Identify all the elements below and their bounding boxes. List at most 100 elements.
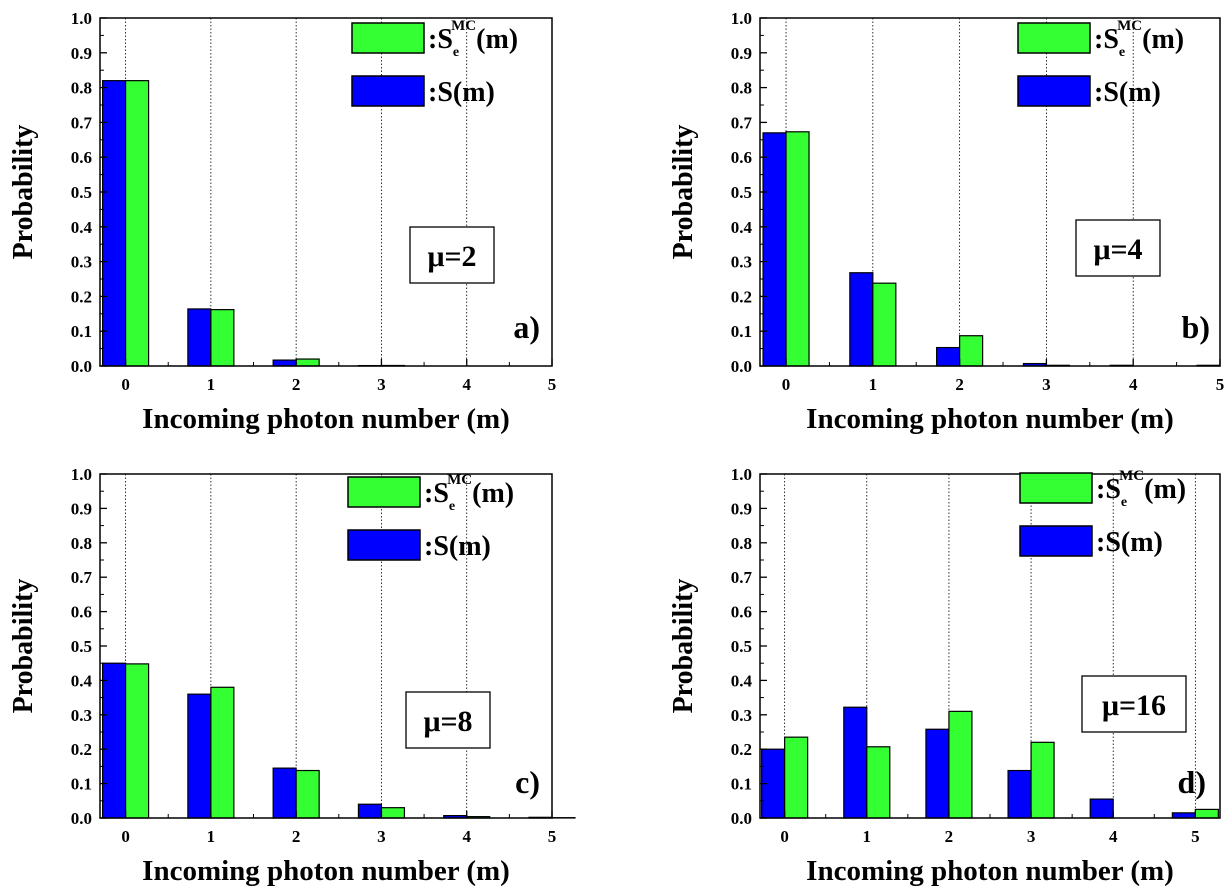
annotation-box bbox=[1075, 219, 1161, 277]
bar-green bbox=[1030, 741, 1055, 819]
annotation-mu: μ=4 bbox=[1093, 233, 1142, 266]
y-tick-label: 0.9 bbox=[731, 499, 752, 518]
y-tick-label: 0.9 bbox=[71, 44, 92, 63]
legend-swatch-green bbox=[351, 22, 425, 54]
y-tick-label: 0.7 bbox=[731, 113, 753, 132]
y-tick-label: 0.0 bbox=[71, 357, 92, 376]
legend-suffix: (m) bbox=[476, 24, 518, 55]
legend-prefix: : bbox=[428, 24, 437, 55]
x-tick-label: 3 bbox=[1042, 375, 1051, 394]
x-axis-label: Incoming photon number (m) bbox=[806, 855, 1174, 887]
legend-swatch-blue bbox=[1017, 75, 1091, 107]
x-tick-label: 4 bbox=[462, 827, 471, 846]
x-tick-label: 5 bbox=[548, 375, 557, 394]
y-tick-label: 0.7 bbox=[731, 568, 753, 587]
x-axis-label: Incoming photon number (m) bbox=[142, 855, 510, 887]
legend-suffix: (m) bbox=[1121, 527, 1163, 558]
y-tick-label: 0.0 bbox=[731, 809, 752, 828]
legend-sub: e bbox=[1119, 45, 1125, 60]
y-tick-label: 0.9 bbox=[71, 499, 92, 518]
bar-blue bbox=[101, 80, 127, 367]
bar-blue bbox=[843, 706, 868, 819]
x-tick-label: 2 bbox=[955, 375, 964, 394]
panel-label: b) bbox=[1182, 309, 1210, 345]
legend-suffix: (m) bbox=[449, 531, 491, 562]
y-tick-label: 0.8 bbox=[731, 534, 752, 553]
y-tick-label: 0.6 bbox=[71, 148, 92, 167]
plot-frame bbox=[99, 473, 553, 819]
plot-frame bbox=[99, 17, 553, 367]
x-tick-label: 1 bbox=[863, 827, 872, 846]
y-tick-label: 0.3 bbox=[731, 253, 752, 272]
y-axis-label: Probability bbox=[8, 125, 39, 260]
y-tick-label: 0.7 bbox=[71, 568, 93, 587]
bar-green bbox=[295, 358, 320, 367]
legend-sub: e bbox=[449, 499, 455, 514]
x-axis-label: Incoming photon number (m) bbox=[806, 403, 1174, 435]
legend-label-blue: :S(m) bbox=[424, 531, 491, 562]
y-tick-label: 0.1 bbox=[731, 775, 752, 794]
bar-green bbox=[210, 686, 235, 819]
bar-green bbox=[124, 663, 150, 819]
legend-main: S bbox=[1105, 527, 1121, 558]
chart-panel-b: 0.0 0.1 0.2 0.3 0.4 0.5 0.6 0.7 0.8 0.9 1.0 0 1 2 3 4 5 I… bbox=[668, 9, 1224, 435]
legend-prefix: : bbox=[428, 77, 437, 108]
legend-suffix: (m) bbox=[1119, 77, 1161, 108]
y-tick-label: 1.0 bbox=[731, 465, 752, 484]
y-tick-label: 0.6 bbox=[731, 148, 752, 167]
bar-green bbox=[124, 80, 150, 367]
y-tick-label: 0.8 bbox=[731, 79, 752, 98]
y-tick-label: 1.0 bbox=[71, 465, 92, 484]
legend-suffix: (m) bbox=[453, 77, 495, 108]
annotation-box bbox=[1081, 675, 1187, 733]
annotation-box bbox=[409, 226, 495, 284]
y-tick-label: 0.0 bbox=[71, 809, 92, 828]
y-tick-label: 0.4 bbox=[71, 671, 93, 690]
x-axis-label: Incoming photon number (m) bbox=[142, 403, 510, 435]
x-tick-label: 0 bbox=[121, 827, 130, 846]
y-axis-label: Probability bbox=[668, 579, 699, 714]
y-tick-label: 0.1 bbox=[71, 775, 92, 794]
y-tick-label: 0.8 bbox=[71, 534, 92, 553]
y-tick-label: 0.0 bbox=[731, 357, 752, 376]
plot-frame bbox=[759, 473, 1221, 819]
y-tick-label: 0.9 bbox=[731, 44, 752, 63]
x-tick-label: 0 bbox=[780, 827, 789, 846]
bar-blue bbox=[1089, 798, 1114, 819]
y-tick-label: 0.3 bbox=[731, 706, 752, 725]
legend-swatch-green bbox=[1017, 22, 1091, 54]
x-tick-label: 3 bbox=[377, 827, 386, 846]
x-tick-label: 4 bbox=[462, 375, 471, 394]
x-tick-label: 4 bbox=[1129, 375, 1138, 394]
x-tick-label: 1 bbox=[869, 375, 878, 394]
legend-prefix: : bbox=[1096, 527, 1105, 558]
x-tick-label: 1 bbox=[207, 827, 216, 846]
bar-blue bbox=[357, 803, 383, 819]
legend-prefix: : bbox=[424, 478, 433, 509]
y-tick-label: 0.3 bbox=[71, 706, 92, 725]
y-tick-label: 0.6 bbox=[731, 603, 752, 622]
plot-frame bbox=[759, 17, 1221, 367]
legend-sup: MC bbox=[451, 18, 476, 34]
y-tick-label: 0.2 bbox=[731, 740, 752, 759]
y-tick-label: 0.5 bbox=[731, 637, 752, 656]
legend-swatch-blue bbox=[351, 75, 425, 107]
legend-prefix: : bbox=[1094, 24, 1103, 55]
legend-swatch-green bbox=[347, 476, 421, 508]
legend-main: S bbox=[437, 77, 453, 108]
legend-sub: e bbox=[1121, 495, 1127, 510]
y-tick-label: 0.2 bbox=[731, 287, 752, 306]
x-tick-label: 3 bbox=[377, 375, 386, 394]
y-tick-label: 0.4 bbox=[731, 671, 753, 690]
bar-green bbox=[948, 710, 973, 819]
legend-swatch-green bbox=[1019, 472, 1093, 504]
legend-main: S bbox=[1105, 474, 1121, 505]
chart-panel-d: 0.0 0.1 0.2 0.3 0.4 0.5 0.6 0.7 0.8 0.9 1.0 0 1 2 3 4 5I… bbox=[668, 465, 1221, 887]
bar-blue bbox=[187, 308, 212, 367]
y-tick-label: 0.1 bbox=[71, 322, 92, 341]
legend-main: S bbox=[433, 531, 449, 562]
x-tick-label: 4 bbox=[1109, 827, 1118, 846]
panel-label: a) bbox=[513, 309, 540, 345]
y-tick-label: 0.1 bbox=[731, 322, 752, 341]
